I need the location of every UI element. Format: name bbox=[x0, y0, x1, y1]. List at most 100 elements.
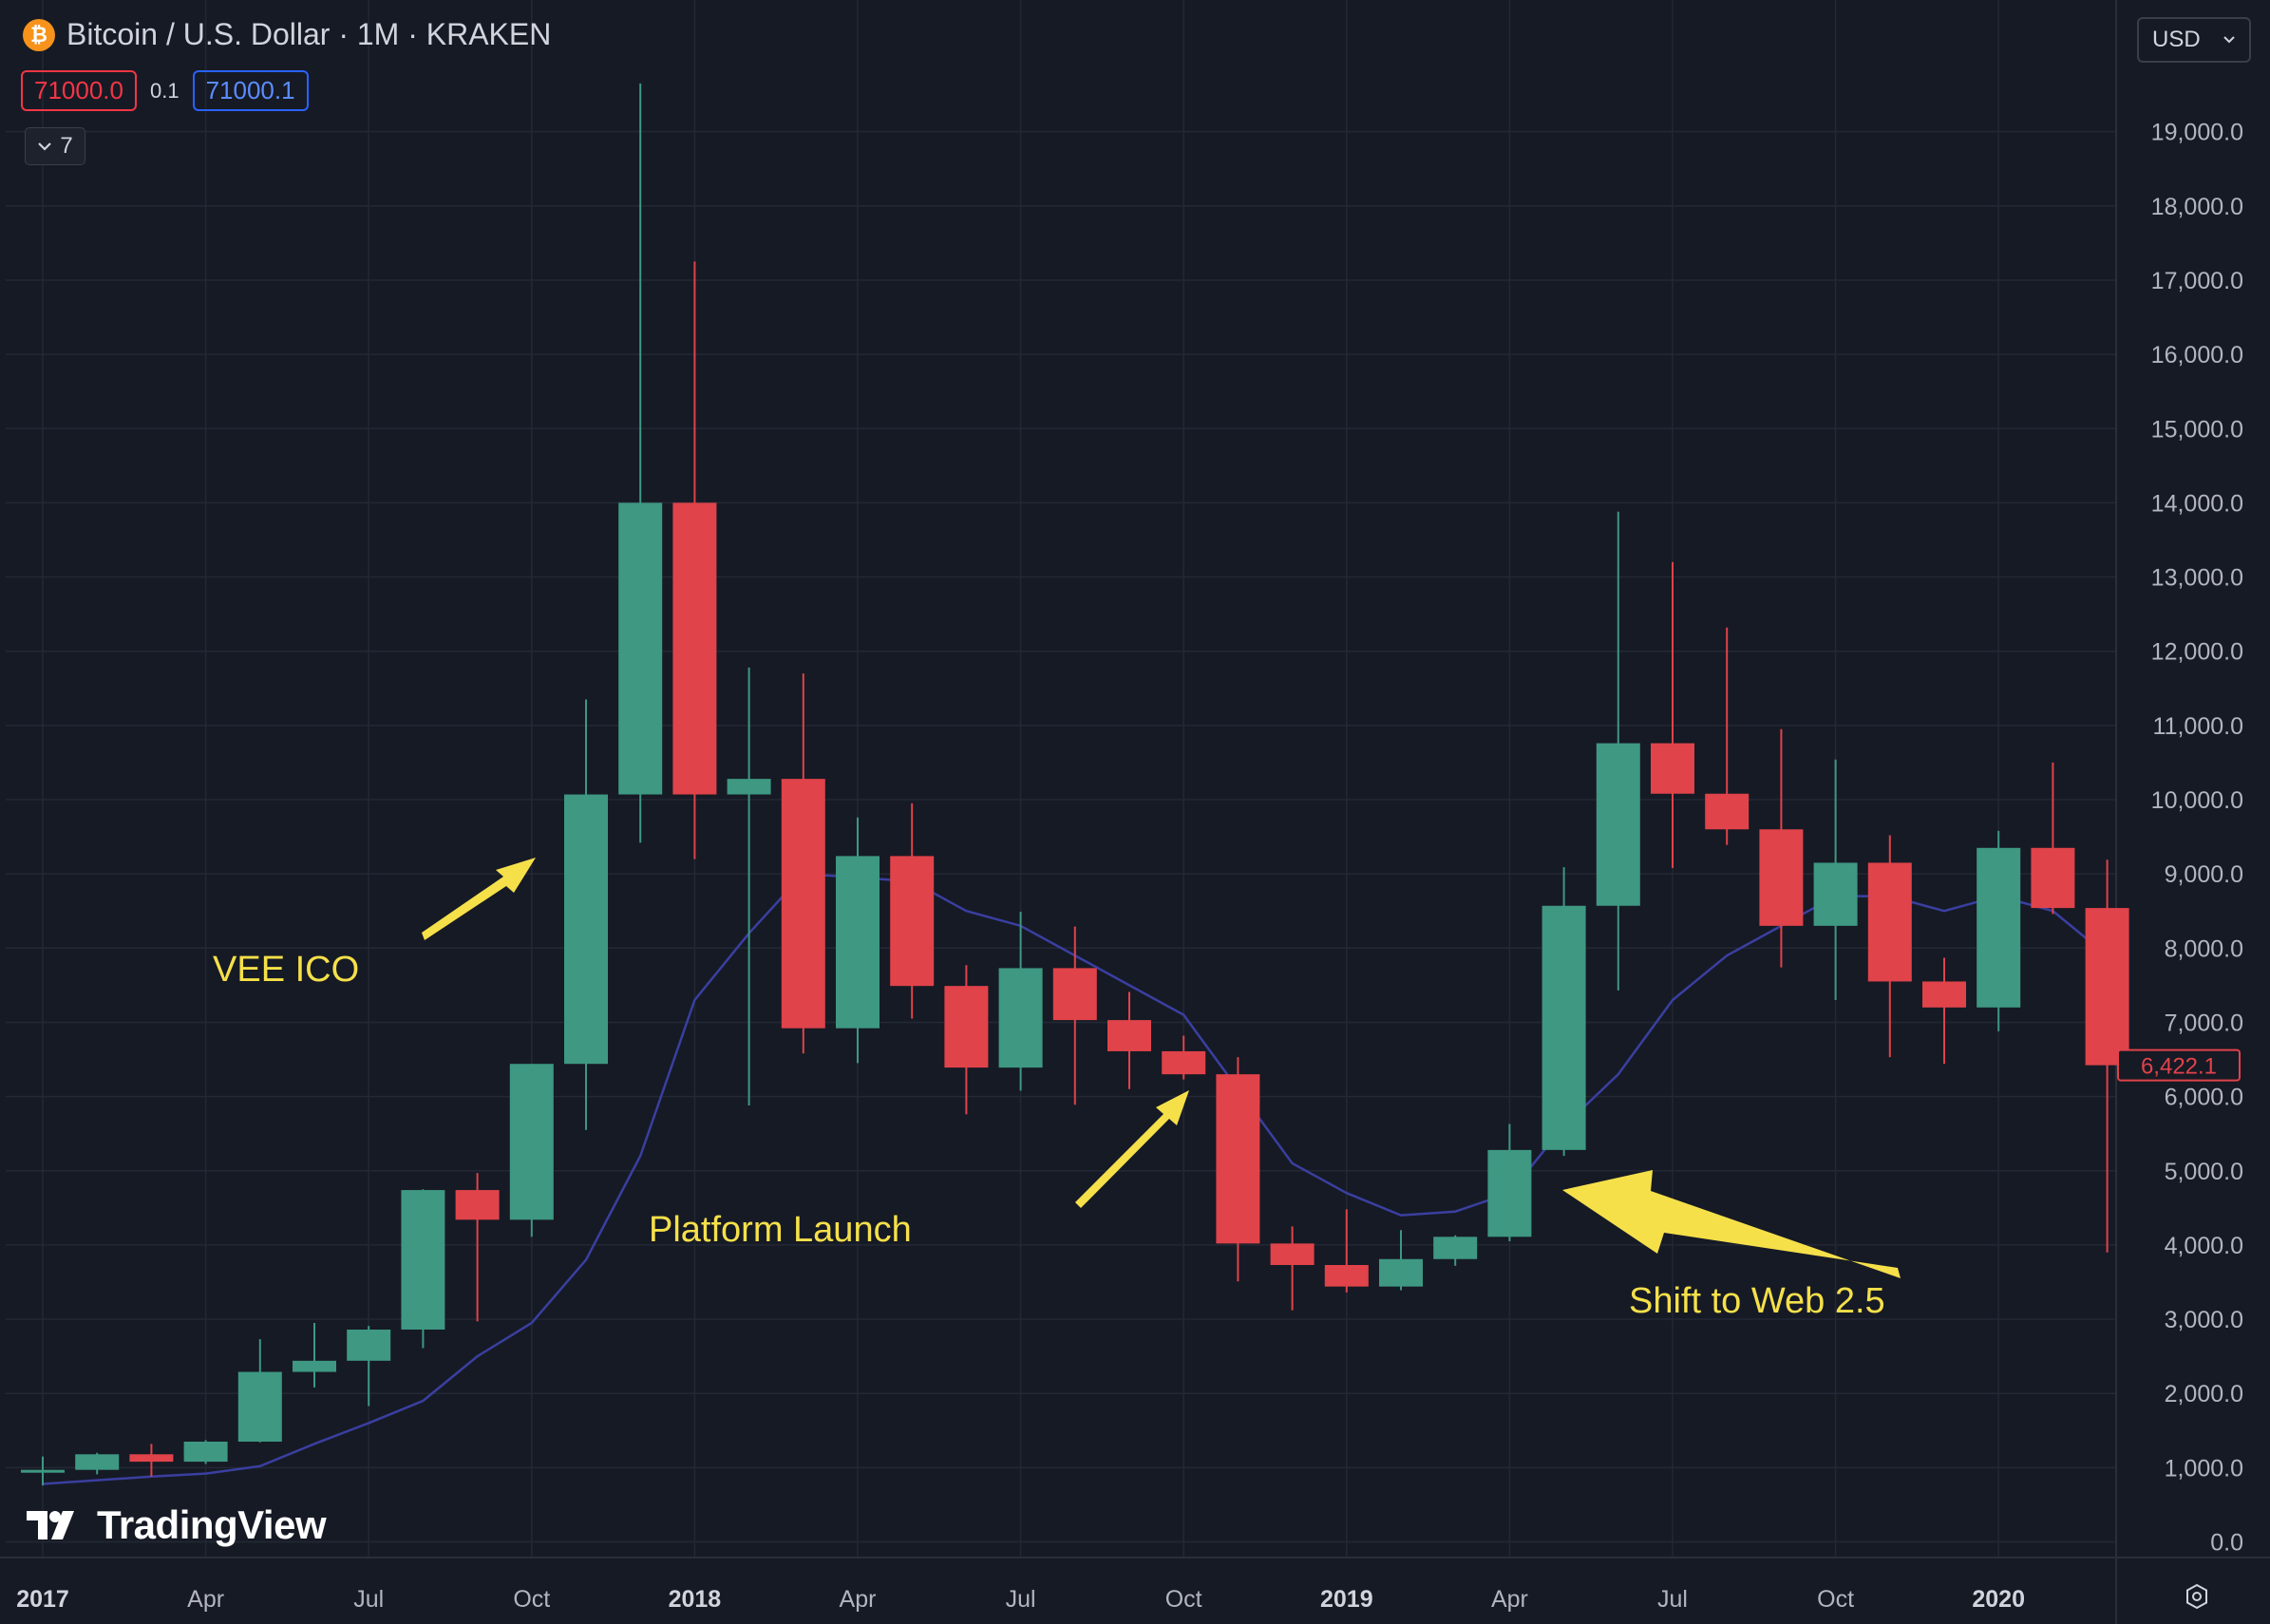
y-tick-label: 17,000.0 bbox=[2151, 268, 2243, 294]
candle-body bbox=[2085, 908, 2129, 1066]
currency-value: USD bbox=[2152, 27, 2201, 52]
y-tick-label: 12,000.0 bbox=[2151, 639, 2243, 666]
candle-body bbox=[1216, 1074, 1260, 1244]
tradingview-logo[interactable]: TradingView bbox=[27, 1502, 327, 1548]
currency-select[interactable]: USD bbox=[2137, 17, 2251, 63]
candle-body bbox=[1596, 743, 1640, 906]
y-tick-label: 2,000.0 bbox=[2165, 1381, 2243, 1407]
spread-value: 0.1 bbox=[149, 78, 180, 103]
arrow-platform-launch bbox=[1075, 1090, 1189, 1208]
candle-body bbox=[129, 1454, 174, 1463]
price-row: 71000.0 0.1 71000.1 bbox=[21, 70, 309, 111]
last-price-badge bbox=[2117, 1048, 2241, 1082]
y-tick-label: 1,000.0 bbox=[2165, 1455, 2243, 1482]
candle-body bbox=[1651, 743, 1694, 794]
candle-body bbox=[1705, 793, 1750, 830]
candle-body bbox=[1270, 1243, 1315, 1266]
x-tick-label: Jul bbox=[1657, 1586, 1688, 1613]
annotation-platform-launch: Platform Launch bbox=[649, 1210, 912, 1250]
candle-body bbox=[293, 1360, 336, 1372]
candle-body bbox=[836, 856, 880, 1029]
candle-body bbox=[2031, 847, 2075, 909]
logo-text: TradingView bbox=[97, 1502, 327, 1547]
indicators-toggle[interactable]: 7 bbox=[25, 127, 85, 165]
y-tick-label: 10,000.0 bbox=[2151, 787, 2243, 814]
y-tick-label: 7,000.0 bbox=[2165, 1010, 2243, 1036]
x-tick-label: Apr bbox=[1491, 1586, 1528, 1613]
x-tick-label: 2017 bbox=[16, 1586, 69, 1613]
candle-body bbox=[347, 1329, 391, 1361]
candle-body bbox=[998, 968, 1043, 1068]
candle-body bbox=[455, 1190, 500, 1220]
y-tick-label: 3,000.0 bbox=[2165, 1307, 2243, 1333]
gear-icon bbox=[2186, 1583, 2207, 1610]
last-price-label: 6,422.1 bbox=[2141, 1054, 2217, 1080]
candle-body bbox=[75, 1454, 120, 1470]
candle-body bbox=[1324, 1265, 1369, 1287]
x-tick-label: Apr bbox=[187, 1586, 224, 1613]
chevron-down-icon bbox=[38, 142, 52, 151]
y-tick-label: 14,000.0 bbox=[2151, 490, 2243, 517]
x-tick-label: Jul bbox=[1006, 1586, 1036, 1613]
x-tick-label: 2020 bbox=[1972, 1586, 2025, 1613]
annotation-ico: VEE ICO bbox=[213, 950, 360, 990]
y-tick-label: 4,000.0 bbox=[2165, 1233, 2243, 1259]
candle-body bbox=[509, 1064, 554, 1220]
candle-body bbox=[1922, 981, 1966, 1008]
y-tick-label: 13,000.0 bbox=[2151, 565, 2243, 592]
y-tick-label: 6,000.0 bbox=[2165, 1085, 2243, 1111]
x-tick-label: Jul bbox=[353, 1586, 384, 1613]
y-tick-label: 9,000.0 bbox=[2165, 861, 2243, 888]
candle-body bbox=[1107, 1020, 1151, 1051]
y-tick-label: 15,000.0 bbox=[2151, 416, 2243, 443]
symbol-header[interactable]: ₿ Bitcoin / U.S. Dollar · 1M · KRAKEN bbox=[23, 17, 551, 52]
x-tick-label: Oct bbox=[1165, 1586, 1202, 1613]
candle-body bbox=[564, 794, 608, 1065]
candle-body bbox=[1977, 847, 2021, 1008]
bitcoin-icon: ₿ bbox=[23, 18, 55, 51]
candle-body bbox=[1379, 1258, 1423, 1287]
candle-body bbox=[944, 986, 989, 1068]
y-tick-label: 19,000.0 bbox=[2151, 120, 2243, 146]
candle-body bbox=[618, 502, 663, 795]
chart-settings-button[interactable] bbox=[2181, 1580, 2213, 1613]
y-tick-label: 0.0 bbox=[2210, 1530, 2243, 1557]
buy-price-button[interactable]: 71000.1 bbox=[192, 70, 309, 111]
x-tick-label: Oct bbox=[1817, 1586, 1854, 1613]
x-tick-label: Apr bbox=[840, 1586, 877, 1613]
indicator-count: 7 bbox=[60, 133, 73, 159]
y-tick-label: 18,000.0 bbox=[2151, 194, 2243, 220]
annotation-shift-web: Shift to Web 2.5 bbox=[1629, 1281, 1885, 1321]
x-tick-label: Oct bbox=[513, 1586, 550, 1613]
tradingview-icon bbox=[27, 1511, 74, 1539]
candle-body bbox=[727, 779, 771, 795]
arrow-shift-web bbox=[1562, 1170, 1901, 1278]
candle-body bbox=[21, 1469, 65, 1473]
x-tick-label: 2019 bbox=[1320, 1586, 1373, 1613]
candle-body bbox=[183, 1441, 228, 1463]
arrow-ico bbox=[422, 858, 536, 940]
x-tick-label: 2018 bbox=[669, 1586, 722, 1613]
candle-body bbox=[1759, 829, 1804, 926]
candle-body bbox=[1162, 1050, 1206, 1075]
chevron-down-icon bbox=[2223, 36, 2235, 44]
candle-body bbox=[1867, 862, 1912, 982]
candle-body bbox=[781, 779, 825, 1029]
sell-price-button[interactable]: 71000.0 bbox=[21, 70, 137, 111]
y-tick-label: 5,000.0 bbox=[2165, 1159, 2243, 1185]
candle-body bbox=[672, 502, 717, 795]
candle-body bbox=[890, 856, 935, 987]
y-tick-label: 8,000.0 bbox=[2165, 935, 2243, 962]
candle-body bbox=[1433, 1237, 1478, 1259]
candle-body bbox=[237, 1371, 282, 1442]
candle-body bbox=[401, 1190, 445, 1330]
y-tick-label: 11,000.0 bbox=[2153, 713, 2243, 740]
candle-body bbox=[1487, 1149, 1532, 1237]
candle-body bbox=[1813, 862, 1858, 926]
y-tick-label: 16,000.0 bbox=[2151, 342, 2243, 368]
candle-body bbox=[1542, 905, 1586, 1150]
symbol-title[interactable]: Bitcoin / U.S. Dollar · 1M · KRAKEN bbox=[66, 17, 552, 51]
candle-body bbox=[1052, 968, 1097, 1021]
